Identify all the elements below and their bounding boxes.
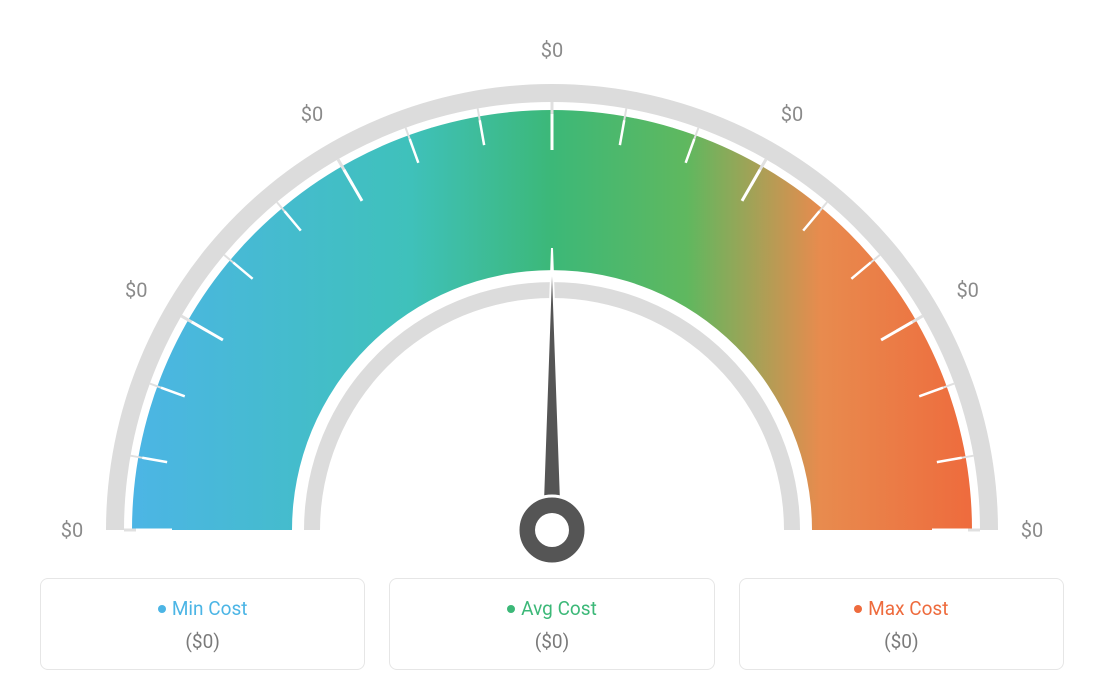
gauge-hub-hole — [535, 513, 569, 547]
legend-label: Avg Cost — [521, 597, 597, 620]
gauge-svg — [22, 20, 1082, 580]
legend-row: Min Cost ($0) Avg Cost ($0) Max Cost ($0… — [40, 578, 1064, 670]
gauge-tick-label: $0 — [956, 278, 978, 302]
legend-title-min: Min Cost — [158, 597, 248, 620]
gauge-tick-label: $0 — [781, 102, 803, 126]
gauge-tick-label: $0 — [301, 102, 323, 126]
legend-label: Max Cost — [868, 597, 948, 620]
legend-title-max: Max Cost — [854, 597, 948, 620]
dot-icon — [158, 605, 166, 613]
legend-label: Min Cost — [172, 597, 248, 620]
dot-icon — [854, 605, 862, 613]
dot-icon — [507, 605, 515, 613]
gauge-tick-label: $0 — [61, 518, 83, 542]
gauge-tick-label: $0 — [1021, 518, 1043, 542]
legend-value: ($0) — [410, 630, 693, 653]
legend-card-avg: Avg Cost ($0) — [389, 578, 714, 670]
legend-card-min: Min Cost ($0) — [40, 578, 365, 670]
legend-title-avg: Avg Cost — [507, 597, 597, 620]
gauge-chart: $0 $0 $0 $0 $0 $0 $0 — [0, 0, 1104, 560]
legend-card-max: Max Cost ($0) — [739, 578, 1064, 670]
legend-value: ($0) — [760, 630, 1043, 653]
legend-value: ($0) — [61, 630, 344, 653]
gauge-tick-label: $0 — [125, 278, 147, 302]
gauge-tick-label: $0 — [541, 38, 563, 62]
